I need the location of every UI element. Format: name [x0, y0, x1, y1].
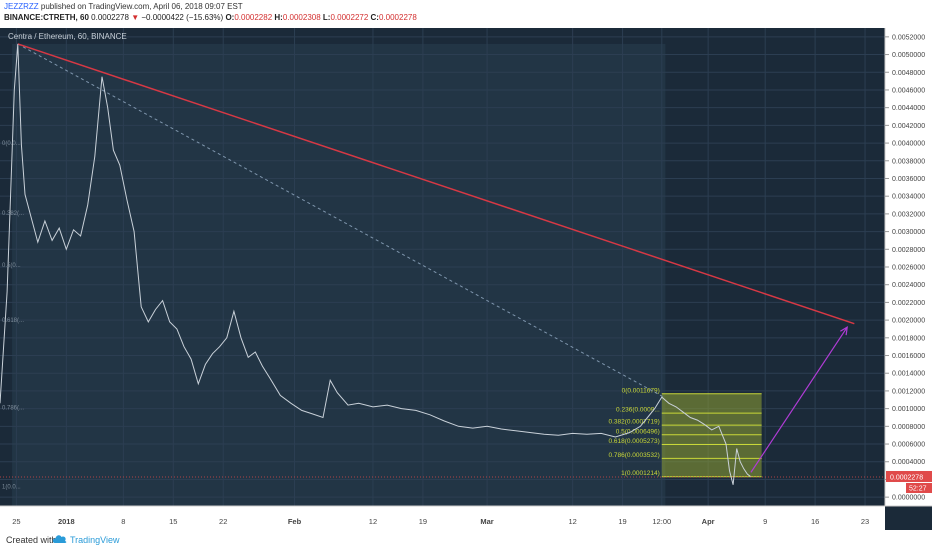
time-tick-label: Apr: [702, 517, 715, 526]
price-tick-label: 0.0018000: [892, 335, 925, 342]
fib-level-label: 0.382(0.0007719): [608, 419, 659, 426]
time-tick-label: 23: [861, 517, 869, 526]
fib-level-label: 1(0.0001214): [621, 470, 660, 477]
price-tick-label: 0.0036000: [892, 176, 925, 183]
time-tick-label: 19: [419, 517, 427, 526]
tradingview-brand: TradingView: [70, 535, 120, 545]
price-tick-label: 0.0034000: [892, 194, 925, 201]
price-tick-label: 0.0032000: [892, 211, 925, 218]
price-tags: 0.0002278 52:27: [0, 470, 932, 493]
price-tick-label: 0.0008000: [892, 424, 925, 431]
price-tick-label: 0.0004000: [892, 459, 925, 466]
price-tick-label: 0.0000000: [892, 495, 925, 502]
price-tick-label: 0.0010000: [892, 406, 925, 413]
price-tick-label: 0.0048000: [892, 70, 925, 77]
time-tick-label: Mar: [480, 517, 493, 526]
fib-level-label: 0.5(0.0006496): [616, 428, 660, 435]
price-tick-label: 0.0020000: [892, 318, 925, 325]
time-tick-label: 16: [811, 517, 819, 526]
fib-left-label: 0(0.0...: [2, 141, 21, 147]
time-tick-label: 12: [369, 517, 377, 526]
current-price-label: 0.0002278: [890, 474, 923, 481]
history-zone: [12, 43, 666, 506]
publish-info: published on TradingView.com, April 06, …: [40, 2, 243, 11]
countdown-tag: [906, 482, 932, 493]
arrow-line[interactable]: [750, 326, 848, 473]
time-tick-label: 12:00: [652, 517, 671, 526]
fib-left-label: 0.382(...: [2, 211, 24, 217]
time-tick-label: 15: [169, 517, 177, 526]
chart-header: JEZZRZZ published on TradingView.com, Ap…: [0, 0, 932, 28]
created-with-text: Created with: [6, 535, 57, 545]
ohlc-line: BINANCE:CTRETH, 60 0.0002278 ▼ −0.000042…: [4, 13, 417, 22]
symbol-label: BINANCE:CTRETH, 60: [4, 13, 89, 22]
time-tick-label: Feb: [288, 517, 302, 526]
drawings[interactable]: [17, 43, 855, 473]
price-tick-label: 0.0014000: [892, 371, 925, 378]
publish-line: JEZZRZZ published on TradingView.com, Ap…: [4, 2, 243, 11]
countdown-label: 52:27: [909, 485, 927, 492]
price-tick-label: 0.0052000: [892, 34, 925, 41]
fib-level-label: 0.236(0.0009...: [616, 407, 660, 414]
trendline[interactable]: [17, 43, 855, 325]
time-tick-label: 22: [219, 517, 227, 526]
last-price: 0.0002278: [91, 13, 129, 22]
tradingview-logo[interactable]: TradingView: [52, 532, 120, 546]
price-series: [0, 43, 752, 485]
fib-level-label: 0.618(0.0005273): [608, 438, 659, 445]
price-tick-label: 0.0012000: [892, 388, 925, 395]
fibonacci-retracement[interactable]: 0(0.0011679) 0.236(0.0009... 0.382(0.00077…: [608, 387, 762, 478]
price-axis[interactable]: [885, 28, 932, 506]
time-tick-label: 19: [618, 517, 626, 526]
price-tick-label: 0.0006000: [892, 442, 925, 449]
time-tick-label: 12: [568, 517, 576, 526]
down-triangle-icon: ▼: [131, 13, 140, 22]
time-tick-label: 8: [121, 517, 125, 526]
open-label: O:: [225, 13, 235, 22]
close-value: 0.0002278: [378, 13, 417, 22]
fib-level-label: 0.786(0.0003532): [608, 452, 659, 459]
price-chart[interactable]: 0(0.0011679) 0.236(0.0009... 0.382(0.00077…: [0, 28, 932, 530]
fib-left-label: 0.786(...: [2, 406, 24, 412]
price-tick-label: 0.0022000: [892, 300, 925, 307]
open-value: 0.0002282: [234, 13, 273, 22]
price-tick-label: 0.0040000: [892, 141, 925, 148]
price-tick-label: 0.0038000: [892, 158, 925, 165]
current-price-tag: [886, 470, 932, 482]
author-link[interactable]: JEZZRZZ: [4, 2, 39, 11]
fib-left-label: 0.618(...: [2, 318, 24, 324]
chart-title: Centra / Ethereum, 60, BINANCE: [8, 32, 127, 41]
time-tick-label: 25: [12, 517, 20, 526]
price-tick-label: 0.0046000: [892, 87, 925, 94]
fib-left-label: 1(0.0...: [2, 485, 21, 491]
time-tick-label: 2018: [58, 517, 75, 526]
time-tick-label: 9: [763, 517, 767, 526]
cloud-icon: [52, 535, 67, 543]
arrow-head: [840, 326, 848, 336]
price-tick-label: 0.0044000: [892, 105, 925, 112]
price-tick-label: 0.0016000: [892, 353, 925, 360]
low-label: L:: [322, 13, 331, 22]
price-tick-label: 0.0030000: [892, 229, 925, 236]
fib-level-label: 0(0.0011679): [622, 387, 660, 394]
low-value: 0.0002272: [330, 13, 369, 22]
time-axis-ticks: 25 2018 8 15 22 Feb 12 19 Mar 12 19 12:00 Apr 9 16 23: [12, 517, 869, 526]
grid: [0, 28, 885, 506]
price-tick-label: 0.0028000: [892, 247, 925, 254]
price-tick-label: 0.0024000: [892, 282, 925, 289]
price-tick-label: 0.0042000: [892, 123, 925, 130]
footer: Created with TradingView: [0, 530, 932, 550]
time-axis[interactable]: [0, 506, 885, 530]
price-tick-label: 0.0026000: [892, 265, 925, 272]
fib-left-labels: 1(0.0... 0.786(... 0.618(... 0.5(0... 0.382(…: [2, 141, 24, 490]
fib-left-label: 0.5(0...: [2, 263, 21, 269]
price-tick-label: 0.0050000: [892, 52, 925, 59]
price-change: −0.0000422 (−15.63%): [141, 13, 224, 22]
high-label: H:: [274, 13, 283, 22]
close-label: C:: [370, 13, 379, 22]
high-value: 0.0002308: [282, 13, 321, 22]
